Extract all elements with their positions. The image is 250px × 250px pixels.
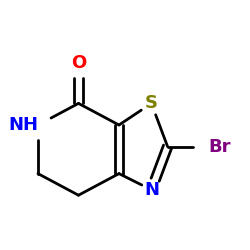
Text: Br: Br — [208, 138, 231, 156]
Text: O: O — [71, 54, 86, 72]
Text: N: N — [144, 181, 159, 199]
Text: NH: NH — [8, 116, 38, 134]
Text: S: S — [145, 94, 158, 112]
